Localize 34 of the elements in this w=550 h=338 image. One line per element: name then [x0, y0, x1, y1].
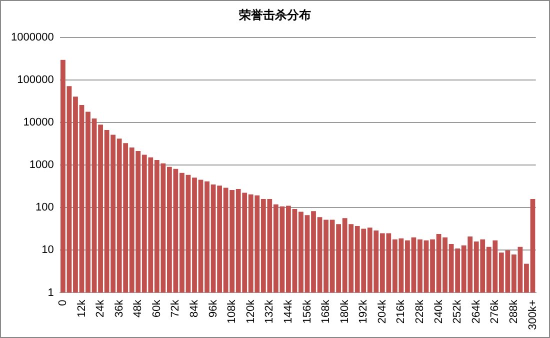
x-tick-label: 48k [132, 299, 144, 318]
x-tick-label: 144k [282, 299, 294, 324]
y-tick-label: 10 [42, 244, 54, 256]
y-tick-label: 100 [35, 202, 54, 214]
x-tick-label: 288k [508, 299, 520, 324]
x-tick-label: 24k [94, 299, 107, 318]
x-tick-label: 0 [56, 300, 69, 306]
y-tick-label: 10000 [23, 116, 54, 129]
x-tick-label: 108k [226, 299, 238, 324]
x-tick-label: 72k [170, 299, 182, 318]
y-tick-label: 1000 [29, 159, 54, 172]
chart-title: 荣誉击杀分布 [238, 7, 312, 24]
x-tick-label: 276k [489, 299, 502, 324]
x-tick-label: 252k [452, 299, 464, 324]
x-tick-label: 132k [264, 299, 276, 324]
x-tick-label: 156k [301, 299, 314, 324]
x-tick-label: 216k [395, 299, 408, 324]
y-tick-label: 1 [48, 286, 54, 299]
x-tick-label: 96k [207, 299, 220, 318]
x-tick-label: 12k [76, 299, 88, 318]
x-tick-label: 60k [150, 299, 163, 318]
x-tick-label: 240k [432, 299, 445, 324]
y-tick-label: 1000000 [10, 32, 54, 44]
x-tick-label: 168k [320, 299, 332, 324]
x-tick-label: 180k [338, 299, 351, 324]
x-tick-label: 228k [414, 299, 426, 324]
x-tick-label: 84k [188, 299, 201, 318]
x-tick-label: 204k [376, 299, 388, 324]
x-tick-label: 264k [470, 299, 482, 324]
x-tick-label: 36k [113, 299, 126, 318]
x-tick-label: 192k [358, 299, 370, 324]
x-tick-label: 300k+ [526, 300, 539, 330]
x-tick-label: 120k [244, 299, 257, 324]
y-tick-label: 100000 [17, 74, 54, 86]
